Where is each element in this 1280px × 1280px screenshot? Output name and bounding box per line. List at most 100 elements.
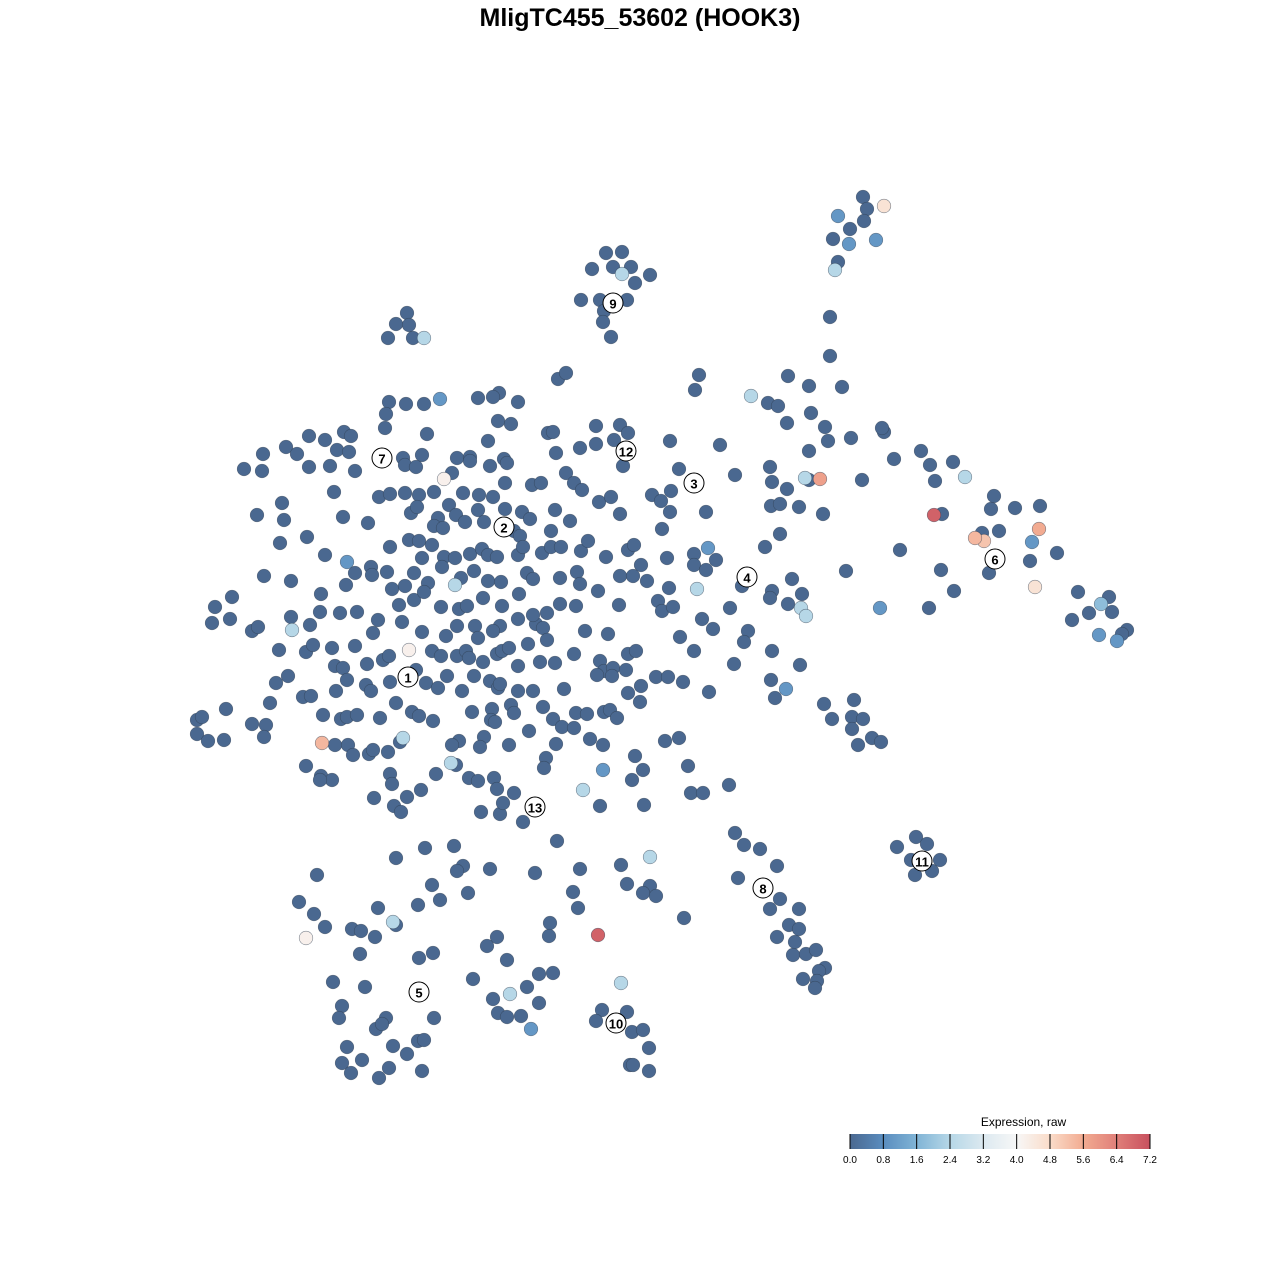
point bbox=[510, 611, 526, 627]
point bbox=[618, 662, 634, 678]
point bbox=[433, 648, 449, 664]
point bbox=[769, 929, 785, 945]
point bbox=[619, 876, 635, 892]
point bbox=[594, 1002, 610, 1018]
point bbox=[595, 737, 611, 753]
point bbox=[416, 396, 432, 412]
point bbox=[614, 266, 630, 282]
point bbox=[873, 734, 889, 750]
point bbox=[449, 863, 465, 879]
point bbox=[624, 772, 640, 788]
point bbox=[424, 877, 440, 893]
cluster-label-text: 8 bbox=[759, 882, 766, 897]
point bbox=[244, 716, 260, 732]
point bbox=[549, 833, 565, 849]
point bbox=[770, 398, 786, 414]
point bbox=[384, 581, 400, 597]
point bbox=[628, 643, 644, 659]
point bbox=[659, 550, 675, 566]
cluster-label-5: 5 bbox=[408, 981, 430, 1003]
point bbox=[194, 709, 210, 725]
cluster-label-marker bbox=[602, 292, 624, 314]
point bbox=[686, 557, 702, 573]
point bbox=[397, 578, 413, 594]
point bbox=[439, 668, 455, 684]
point bbox=[613, 857, 629, 873]
point bbox=[531, 966, 547, 982]
colorbar-tick-label: 5.6 bbox=[1076, 1155, 1090, 1166]
point bbox=[523, 1021, 539, 1037]
point bbox=[414, 1063, 430, 1079]
point bbox=[510, 394, 526, 410]
point bbox=[545, 711, 561, 727]
point bbox=[515, 539, 531, 555]
point bbox=[494, 598, 510, 614]
cluster-label-text: 10 bbox=[609, 1017, 623, 1032]
point bbox=[662, 504, 678, 520]
point bbox=[499, 1009, 515, 1025]
cluster-label-4: 4 bbox=[736, 566, 758, 588]
point bbox=[322, 458, 338, 474]
point bbox=[545, 965, 561, 981]
point bbox=[780, 368, 796, 384]
point bbox=[473, 804, 489, 820]
cluster-label-marker bbox=[371, 447, 393, 469]
point bbox=[441, 497, 457, 513]
point bbox=[382, 674, 398, 690]
point bbox=[1027, 579, 1043, 595]
cluster-label-text: 2 bbox=[500, 521, 507, 536]
point bbox=[933, 562, 949, 578]
point bbox=[426, 1010, 442, 1026]
point bbox=[662, 433, 678, 449]
point bbox=[262, 695, 278, 711]
point bbox=[635, 762, 651, 778]
point bbox=[712, 437, 728, 453]
point bbox=[543, 523, 559, 539]
point bbox=[868, 232, 884, 248]
point bbox=[384, 776, 400, 792]
point bbox=[577, 623, 593, 639]
point bbox=[820, 433, 836, 449]
point bbox=[854, 472, 870, 488]
point bbox=[466, 563, 482, 579]
point bbox=[506, 785, 522, 801]
point bbox=[466, 668, 482, 684]
point bbox=[626, 537, 642, 553]
point bbox=[328, 683, 344, 699]
point bbox=[641, 1063, 657, 1079]
point bbox=[611, 597, 627, 613]
point bbox=[393, 804, 409, 820]
point bbox=[455, 485, 471, 501]
point bbox=[850, 737, 866, 753]
point bbox=[305, 637, 321, 653]
point bbox=[721, 777, 737, 793]
point bbox=[676, 910, 692, 926]
point bbox=[510, 658, 526, 674]
point bbox=[889, 839, 905, 855]
point bbox=[784, 571, 800, 587]
point bbox=[598, 549, 614, 565]
point bbox=[794, 586, 810, 602]
point bbox=[922, 457, 938, 473]
point bbox=[525, 607, 541, 623]
point bbox=[236, 461, 252, 477]
point bbox=[795, 971, 811, 987]
point bbox=[908, 829, 924, 845]
point bbox=[752, 841, 768, 857]
cluster-label-2: 2 bbox=[493, 516, 515, 538]
point bbox=[493, 574, 509, 590]
point bbox=[475, 654, 491, 670]
cluster-label-10: 10 bbox=[605, 1012, 627, 1034]
point bbox=[633, 557, 649, 573]
point bbox=[395, 730, 411, 746]
point bbox=[570, 900, 586, 916]
point bbox=[531, 995, 547, 1011]
point bbox=[779, 481, 795, 497]
point bbox=[461, 650, 477, 666]
cluster-label-7: 7 bbox=[371, 447, 393, 469]
point bbox=[475, 590, 491, 606]
point bbox=[329, 442, 345, 458]
point bbox=[533, 475, 549, 491]
point bbox=[574, 482, 590, 498]
point bbox=[827, 262, 843, 278]
